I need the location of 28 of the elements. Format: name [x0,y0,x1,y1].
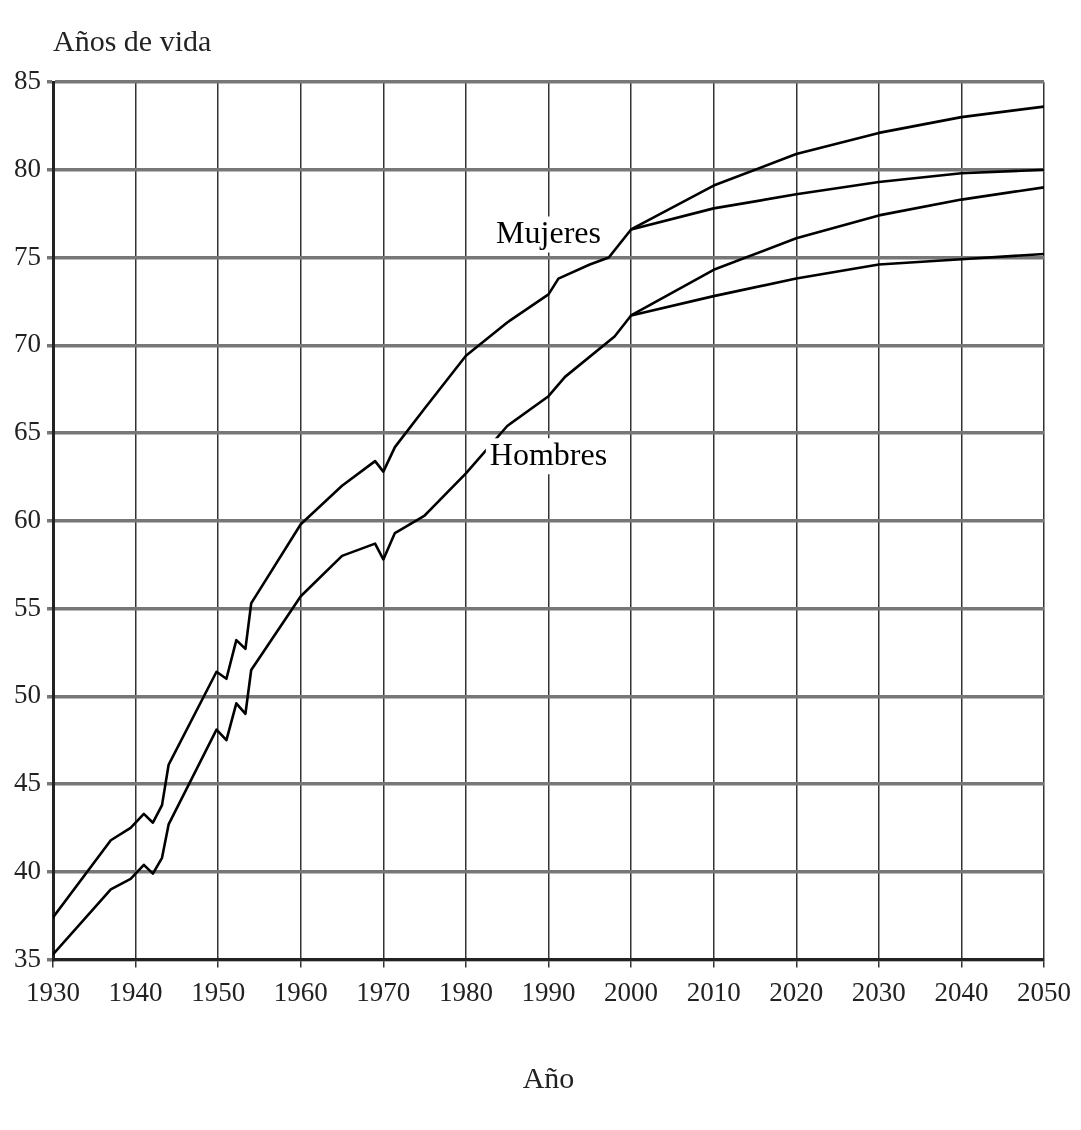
y-tick-label: 50 [14,679,41,710]
x-tick-label: 2040 [934,976,989,1007]
series-label: Mujeres [496,213,601,250]
y-tick-label: 75 [14,240,41,271]
y-tick-label: 55 [14,591,41,622]
series-label: Hombres [489,435,608,472]
y-tick-label: 65 [14,416,41,447]
y-tick-label: 40 [14,854,41,885]
x-tick-label: 1970 [356,976,411,1007]
y-tick-label: 80 [14,152,41,183]
y-axis-title: Años de vida [53,23,212,57]
x-tick-label: 1940 [108,976,163,1007]
x-tick-label: 1980 [438,976,493,1007]
x-tick-label: 1950 [191,976,246,1007]
y-tick-label: 60 [14,503,41,534]
x-tick-label: 2010 [686,976,741,1007]
x-tick-label: 1960 [273,976,328,1007]
x-tick-label: 1930 [26,976,80,1007]
x-tick-label: 1990 [521,976,576,1007]
y-tick-label: 70 [14,328,41,359]
x-tick-label: 2020 [769,976,824,1007]
y-tick-label: 35 [14,942,41,973]
x-tick-label: 2030 [851,976,906,1007]
y-tick-label: 85 [14,65,41,96]
y-tick-label: 45 [14,767,41,798]
x-tick-label: 2050 [1017,976,1071,1007]
x-tick-label: 2000 [604,976,659,1007]
x-axis-title: Año [522,1060,575,1094]
